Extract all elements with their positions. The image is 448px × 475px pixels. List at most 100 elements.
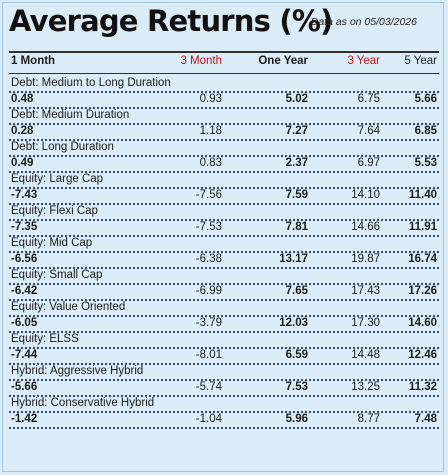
- returns-values: -7.44 -8.01 6.59 14.48 12.46: [9, 349, 439, 363]
- column-header-5-year: 5 Year: [404, 55, 437, 67]
- return-value-cell: 7.53: [285, 381, 308, 393]
- fund-category-label: Equity: Flexi Cap: [11, 205, 98, 217]
- return-value-cell: 0.83: [199, 157, 222, 169]
- return-value-cell: -6.38: [195, 253, 222, 265]
- table-row: Equity: Large Cap -7.43 -7.56 7.59 14.10 11.4…: [9, 172, 439, 205]
- return-value-cell: 5.66: [414, 93, 437, 105]
- column-header-one-year: One Year: [258, 55, 308, 67]
- dotted-divider: [9, 235, 439, 237]
- return-value-cell: 11.32: [408, 381, 437, 393]
- return-value-cell: -5.66: [11, 381, 38, 393]
- returns-values: 0.48 0.93 5.02 6.75 5.66: [9, 93, 439, 107]
- returns-values: -6.42 -6.99 7.65 17.43 17.26: [9, 285, 439, 299]
- table-row: Equity: Flexi Cap -7.35 -7.53 7.81 14.66 11.9…: [9, 204, 439, 237]
- return-value-cell: 7.64: [357, 125, 380, 137]
- fund-category-label: Hybrid: Conservative Hybrid: [11, 397, 155, 409]
- fund-category-label: Debt: Medium to Long Duration: [11, 77, 171, 89]
- return-value-cell: 0.93: [199, 93, 222, 105]
- return-value-cell: 6.85: [414, 125, 437, 137]
- fund-category-label: Equity: ELSS: [11, 333, 79, 345]
- returns-values: -7.35 -7.53 7.81 14.66 11.91: [9, 221, 439, 235]
- return-value-cell: 7.27: [285, 125, 308, 137]
- dotted-divider: [9, 379, 439, 381]
- dotted-divider: [9, 155, 439, 157]
- return-value-cell: 14.48: [351, 349, 380, 361]
- return-value-cell: 5.53: [414, 157, 437, 169]
- fund-category-label: Debt: Medium Duration: [11, 109, 130, 121]
- return-value-cell: 11.40: [408, 189, 437, 201]
- header-rule-top: [9, 51, 439, 53]
- return-value-cell: -6.99: [195, 285, 222, 297]
- fund-category-label: Equity: Large Cap: [11, 173, 104, 185]
- returns-values: 0.49 0.83 2.37 6.97 5.53: [9, 157, 439, 171]
- dotted-divider: [9, 331, 439, 333]
- returns-values: -6.05 -3.79 12.03 17.30 14.60: [9, 317, 439, 331]
- return-value-cell: 0.28: [11, 125, 34, 137]
- return-value-cell: 6.97: [357, 157, 380, 169]
- table-row: Equity: Value Oriented -6.05 -3.79 12.03 17.…: [9, 300, 439, 333]
- fund-category-label: Equity: Mid Cap: [11, 237, 93, 249]
- return-value-cell: 0.48: [11, 93, 34, 105]
- column-header-1-month: 1 Month: [11, 55, 56, 67]
- return-value-cell: 14.10: [351, 189, 380, 201]
- fund-category-label: Equity: Value Oriented: [11, 301, 126, 313]
- table-row: Equity: Small Cap -6.42 -6.99 7.65 17.43 17.2…: [9, 268, 439, 301]
- dotted-divider: [9, 139, 439, 141]
- table-row: Debt: Medium Duration 0.28 1.18 7.27 7.64 6.8…: [9, 108, 439, 141]
- return-value-cell: 1.18: [199, 125, 222, 137]
- dotted-divider: [9, 267, 439, 269]
- dotted-divider: [9, 171, 439, 173]
- page-title: Average Returns (%): [9, 4, 333, 38]
- dotted-divider: [9, 315, 439, 317]
- return-value-cell: -7.44: [11, 349, 38, 361]
- dotted-divider: [9, 299, 439, 301]
- dotted-divider: [9, 91, 439, 93]
- return-value-cell: 6.75: [357, 93, 380, 105]
- return-value-cell: 7.48: [414, 413, 437, 425]
- dotted-divider: [9, 347, 439, 349]
- return-value-cell: 19.87: [351, 253, 380, 265]
- fund-category-label: Equity: Small Cap: [11, 269, 103, 281]
- return-value-cell: -6.56: [11, 253, 38, 265]
- return-value-cell: 5.96: [285, 413, 308, 425]
- return-value-cell: -8.01: [195, 349, 222, 361]
- return-value-cell: 7.59: [285, 189, 308, 201]
- return-value-cell: 8.77: [357, 413, 380, 425]
- returns-values: -6.56 -6.38 13.17 19.87 16.74: [9, 253, 439, 267]
- return-value-cell: 5.02: [285, 93, 308, 105]
- data-date-note: Data as on 05/03/2026: [310, 16, 417, 28]
- return-value-cell: 11.91: [408, 221, 437, 233]
- return-value-cell: -1.42: [11, 413, 38, 425]
- returns-values: -5.66 -5.74 7.53 13.25 11.32: [9, 381, 439, 395]
- table-row: Debt: Medium to Long Duration 0.48 0.93 5.0…: [9, 76, 439, 109]
- return-value-cell: 13.17: [279, 253, 308, 265]
- return-value-cell: 16.74: [408, 253, 437, 265]
- return-value-cell: 7.65: [285, 285, 308, 297]
- return-value-cell: 14.60: [408, 317, 437, 329]
- return-value-cell: 2.37: [285, 157, 308, 169]
- return-value-cell: 12.46: [408, 349, 437, 361]
- dotted-divider: [9, 427, 439, 429]
- dotted-divider: [9, 411, 439, 413]
- table-row: Hybrid: Conservative Hybrid -1.42 -1.04 5.9…: [9, 396, 439, 429]
- return-value-cell: 0.49: [11, 157, 34, 169]
- dotted-divider: [9, 123, 439, 125]
- dotted-divider: [9, 395, 439, 397]
- table-row: Equity: ELSS -7.44 -8.01 6.59 14.48 12.46: [9, 332, 439, 365]
- return-value-cell: -3.79: [195, 317, 222, 329]
- returns-values: 0.28 1.18 7.27 7.64 6.85: [9, 125, 439, 139]
- return-value-cell: 14.66: [351, 221, 380, 233]
- returns-values: -7.43 -7.56 7.59 14.10 11.40: [9, 189, 439, 203]
- fund-category-label: Hybrid: Aggressive Hybrid: [11, 365, 144, 377]
- return-value-cell: -7.53: [195, 221, 222, 233]
- return-value-cell: 17.43: [351, 285, 380, 297]
- return-value-cell: 6.59: [285, 349, 308, 361]
- dotted-divider: [9, 107, 439, 109]
- dotted-divider: [9, 251, 439, 253]
- return-value-cell: -6.42: [11, 285, 38, 297]
- return-value-cell: -7.43: [11, 189, 38, 201]
- table-row: Hybrid: Aggressive Hybrid -5.66 -5.74 7.53 1…: [9, 364, 439, 397]
- dotted-divider: [9, 363, 439, 365]
- returns-values: -1.42 -1.04 5.96 8.77 7.48: [9, 413, 439, 427]
- return-value-cell: -6.05: [11, 317, 38, 329]
